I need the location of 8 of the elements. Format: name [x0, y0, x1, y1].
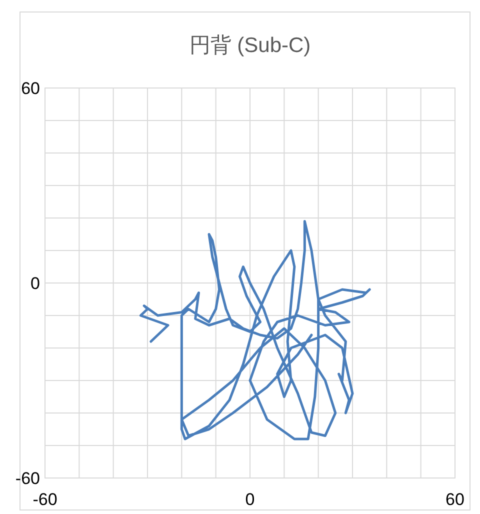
y-tick-label: -60	[15, 469, 40, 488]
x-tick-label: 60	[446, 490, 464, 509]
y-tick-label: 0	[30, 274, 40, 293]
y-tick-label: 60	[21, 79, 40, 98]
x-tick-label: -60	[32, 490, 58, 509]
chart-title: 円背 (Sub-C)	[189, 34, 311, 57]
x-tick-label: 0	[245, 490, 255, 509]
line-series	[139, 220, 371, 440]
